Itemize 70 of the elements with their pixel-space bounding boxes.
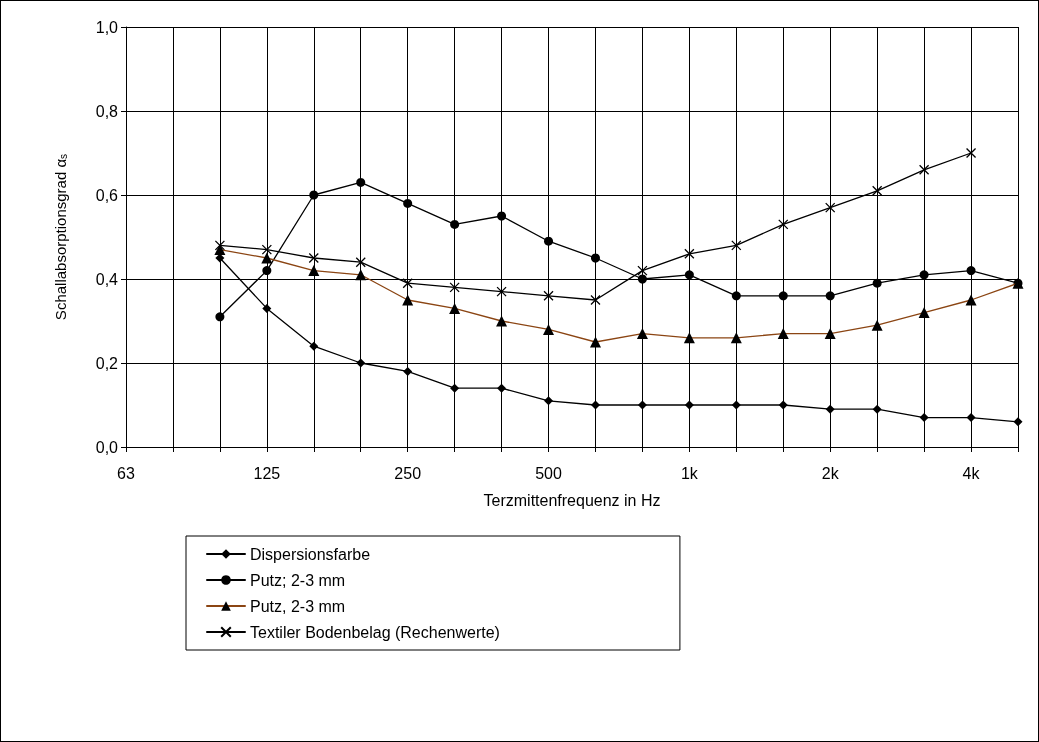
point xyxy=(449,282,460,293)
point xyxy=(356,358,366,368)
point xyxy=(731,400,741,410)
point xyxy=(214,240,226,251)
legend-label: Dispersionsfarbe xyxy=(250,545,371,563)
point xyxy=(778,219,789,230)
point xyxy=(872,404,882,414)
point xyxy=(919,270,929,280)
point xyxy=(262,303,272,313)
point xyxy=(543,290,554,301)
point xyxy=(778,400,788,410)
point xyxy=(684,400,694,410)
point xyxy=(590,294,601,306)
point xyxy=(966,413,976,423)
y-axis-title: Schallabsorptionsgrad αs xyxy=(51,153,69,321)
point xyxy=(872,278,882,288)
point xyxy=(918,164,930,175)
point xyxy=(965,147,977,159)
point xyxy=(731,291,741,301)
point xyxy=(402,278,413,289)
x-tick-label: 2k xyxy=(821,464,840,482)
point xyxy=(966,266,976,276)
point xyxy=(590,253,600,263)
point xyxy=(497,211,507,221)
y-tick-label: 0,2 xyxy=(95,354,119,372)
point xyxy=(684,270,694,280)
point xyxy=(825,291,835,301)
point xyxy=(825,202,836,213)
point xyxy=(403,366,413,376)
point xyxy=(684,248,695,259)
y-tick-label: 0,6 xyxy=(95,186,119,204)
point xyxy=(1013,417,1023,427)
point xyxy=(544,396,554,406)
point xyxy=(356,177,366,187)
point xyxy=(731,240,742,251)
point xyxy=(309,190,319,200)
point xyxy=(450,219,460,229)
legend-label: Putz, 2-3 mm xyxy=(250,597,346,615)
point xyxy=(637,274,647,284)
point xyxy=(637,265,648,276)
point xyxy=(590,400,600,410)
point xyxy=(496,286,507,297)
x-tick-label: 4k xyxy=(962,464,981,482)
x-tick-label: 63 xyxy=(117,464,135,482)
y-tick-label: 0,4 xyxy=(95,270,119,288)
y-tick-label: 1,0 xyxy=(95,18,119,36)
point xyxy=(309,341,319,351)
point xyxy=(637,400,647,410)
point xyxy=(308,252,319,264)
legend-label: Putz; 2-3 mm xyxy=(250,571,346,589)
x-tick-label: 125 xyxy=(253,464,281,482)
point xyxy=(215,312,225,322)
point xyxy=(403,198,413,208)
point xyxy=(497,383,507,393)
point xyxy=(355,257,366,268)
x-axis-title: Terzmittenfrequenz in Hz xyxy=(483,491,661,509)
y-tick-label: 0,0 xyxy=(95,438,119,456)
legend-label: Textiler Bodenbelag (Rechenwerte) xyxy=(250,623,500,641)
point xyxy=(544,236,554,246)
point xyxy=(919,413,929,423)
point xyxy=(825,404,835,414)
point xyxy=(450,383,460,393)
y-tick-label: 0,8 xyxy=(95,102,119,120)
x-tick-label: 500 xyxy=(535,464,562,482)
point xyxy=(261,244,272,255)
point xyxy=(872,185,883,196)
point xyxy=(262,266,272,276)
x-tick-label: 250 xyxy=(394,464,422,482)
point xyxy=(778,291,788,301)
x-tick-label: 1k xyxy=(680,464,699,482)
